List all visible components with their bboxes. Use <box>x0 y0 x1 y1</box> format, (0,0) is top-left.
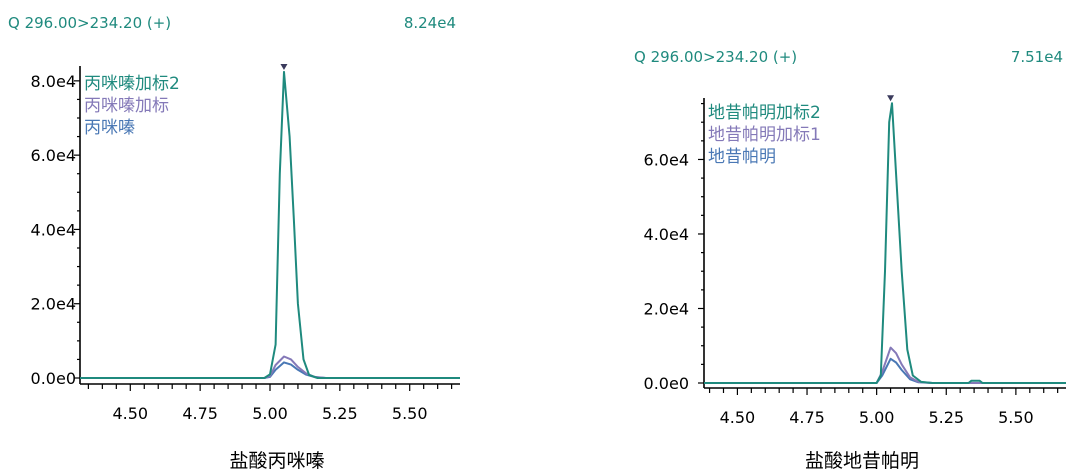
legend-entry: 地昔帕明 <box>708 147 776 167</box>
x-tick-label: 5.50 <box>392 404 428 423</box>
y-tick-label: 6.0e4 <box>31 146 76 165</box>
series-line <box>80 70 460 379</box>
series-line <box>704 346 1066 384</box>
y-tick-label: 8.0e4 <box>31 72 76 91</box>
x-tick-label: 5.25 <box>322 404 358 423</box>
x-tick-label: 4.50 <box>112 404 148 423</box>
y-tick-label: 2.0e4 <box>644 299 689 318</box>
plot-area: 0.0e0 2.0e4 4.0e4 6.0e4 4.50 4.75 5.00 5.25 5.50… <box>644 95 1066 427</box>
chart-header-max-intensity: 8.24e4 <box>404 14 456 32</box>
legend-entry: 丙咪嗪加标 <box>84 96 169 116</box>
x-tick-label: 4.75 <box>182 404 218 423</box>
legend-entry: 地昔帕明加标2 <box>708 103 821 123</box>
chart-imipramine: Q 296.00>234.20 (+) 8.24e4 0.0e0 2.0e4 4.0… <box>8 14 460 472</box>
chart-desipramine: Q 296.00>234.20 (+) 7.51e4 0.0e0 2.0e4 4.0… <box>634 48 1066 472</box>
x-tick-label: 5.50 <box>998 408 1034 427</box>
chart-title: 盐酸地昔帕明 <box>805 450 919 472</box>
y-tick-label: 4.0e4 <box>31 220 76 239</box>
y-tick-label: 0.0e0 <box>644 374 689 393</box>
legend-entry: 丙咪嗪 <box>84 118 135 138</box>
y-tick-label: 6.0e4 <box>644 150 689 169</box>
chart-header-transition: Q 296.00>234.20 (+) <box>8 14 171 32</box>
x-tick-label: 5.25 <box>928 408 964 427</box>
plot-area: 0.0e0 2.0e4 4.0e4 6.0e4 8.0e4 4.50 4.75 5.00 5.2… <box>31 63 460 423</box>
x-tick-label: 4.50 <box>720 408 756 427</box>
y-tick-label: 2.0e4 <box>31 295 76 314</box>
legend-entry: 丙咪嗪加标2 <box>84 74 180 94</box>
peak-marker-icon <box>887 95 895 102</box>
series-line <box>704 102 1066 384</box>
x-tick-label: 5.00 <box>859 408 895 427</box>
y-tick-label: 4.0e4 <box>644 225 689 244</box>
chart-header-max-intensity: 7.51e4 <box>1011 48 1063 66</box>
peak-marker-icon <box>280 63 288 70</box>
x-tick-label: 5.00 <box>252 404 288 423</box>
chart-title: 盐酸丙咪嗪 <box>229 450 324 472</box>
y-tick-label: 0.0e0 <box>31 369 76 388</box>
legend-entry: 地昔帕明加标1 <box>708 125 821 145</box>
x-tick-label: 4.75 <box>789 408 825 427</box>
chart-header-transition: Q 296.00>234.20 (+) <box>634 48 797 66</box>
